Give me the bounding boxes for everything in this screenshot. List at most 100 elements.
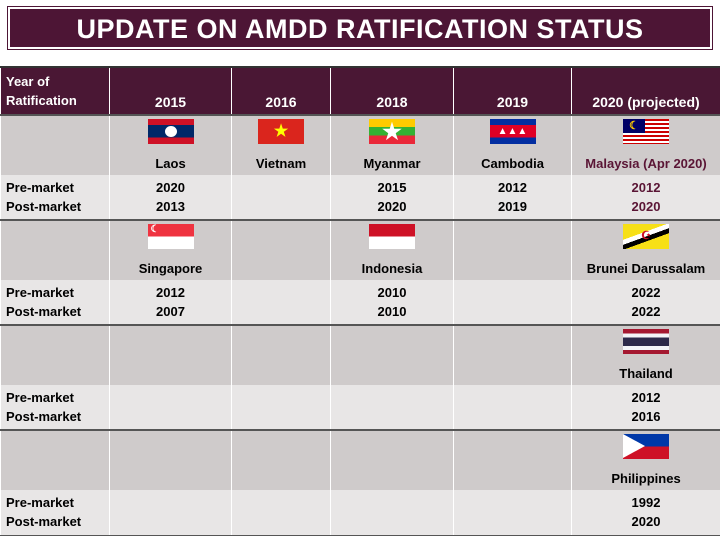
empty-cell [231,490,331,536]
singapore-flag-icon [147,224,194,249]
header-year-col: 2019 [453,66,572,116]
country-row: Philippines [0,429,720,490]
vietnam-flag-icon: ★ [258,119,304,144]
post-market-label: Post-market [6,409,82,424]
country-name: Philippines [611,471,681,486]
empty-cell [453,385,572,431]
market-labels: Pre-market Post-market [0,385,110,431]
post-market-year: 2007 [156,304,185,319]
header-year-col: 2015 [109,66,232,116]
empty-cell [0,114,110,175]
empty-cell [109,385,232,431]
dates-cell: 1992 2020 [571,490,720,536]
empty-cell [453,219,572,280]
empty-cell [231,429,331,490]
dates-row: Pre-market Post-market 2020 2013 2015 2020 201… [0,175,720,221]
pre-market-year: 1992 [631,495,661,511]
header-year-col: 2020 (projected) [571,66,720,116]
dates-row: Pre-market Post-market 2012 2007 2010 2010 202… [0,280,720,326]
empty-cell [453,280,572,326]
post-market-label: Post-market [6,199,82,214]
cambodia-flag-icon: ▲▲▲ [489,119,536,144]
country-name: Malaysia (Apr 2020) [585,156,707,171]
market-labels: Pre-market Post-market [0,490,110,536]
empty-cell [109,429,232,490]
empty-cell [330,490,454,536]
post-market-year: 2020 [631,514,661,530]
page-title: UPDATE ON AMDD RATIFICATION STATUS [7,6,713,50]
empty-cell [453,490,572,536]
dates-cell: 2020 2013 [109,175,232,221]
country-cell: ☪ Brunei Darussalam [571,219,720,280]
country-row: Singapore Indonesia ☪ Brunei Darussalam [0,219,720,280]
country-name: Laos [155,156,186,171]
country-cell: ★ Myanmar [330,114,454,175]
empty-cell [0,324,110,385]
empty-cell [231,280,331,326]
country-cell: Thailand [571,324,720,385]
empty-cell [0,219,110,280]
empty-cell [109,324,232,385]
country-name: Thailand [619,366,673,381]
pre-market-year: 2012 [631,390,661,405]
country-name: Cambodia [481,156,544,171]
pre-market-label: Pre-market [6,180,74,195]
dates-cell: 2012 2016 [571,385,720,431]
indonesia-flag-icon [369,224,415,249]
ratification-table: Year of Ratification 2015 2016 2018 2019 2020… [0,66,720,536]
header-year-of-ratification: Year of Ratification [0,66,110,116]
brunei-flag-icon: ☪ [623,224,669,249]
post-market-year: 2020 [631,199,661,214]
dates-cell: 2015 2020 [330,175,454,221]
malaysia-flag-icon [623,119,669,144]
empty-cell [330,385,454,431]
country-cell: Singapore [109,219,232,280]
empty-cell [0,429,110,490]
dates-cell: 2022 2022 [571,280,720,326]
pre-market-label: Pre-market [6,285,74,300]
header-year-col: 2016 [231,66,331,116]
myanmar-flag-icon: ★ [369,119,415,144]
post-market-year: 2016 [631,409,661,424]
dates-row: Pre-market Post-market 1992 2020 [0,490,720,536]
country-name: Singapore [138,261,203,276]
empty-cell [330,429,454,490]
pre-market-year: 2010 [377,285,407,300]
dates-row: Pre-market Post-market 2012 2016 [0,385,720,431]
empty-cell [231,385,331,431]
post-market-year: 2022 [631,304,661,319]
pre-market-year: 2012 [631,180,661,195]
post-market-label: Post-market [6,514,82,530]
dates-cell: 2010 2010 [330,280,454,326]
empty-cell [231,175,331,221]
pre-market-year: 2012 [498,180,527,195]
thailand-flag-icon [623,329,669,354]
country-cell: Laos [109,114,232,175]
dates-cell: 2012 2020 [571,175,720,221]
country-cell: Malaysia (Apr 2020) [571,114,720,175]
country-name: Brunei Darussalam [586,261,706,276]
dates-cell: 2012 2019 [453,175,572,221]
country-name: Indonesia [361,261,423,276]
pre-market-label: Pre-market [6,495,74,511]
pre-market-year: 2015 [377,180,407,195]
country-row: Thailand [0,324,720,385]
country-cell: Philippines [571,429,720,490]
pre-market-year: 2022 [631,285,661,300]
empty-cell [231,324,331,385]
empty-cell [453,429,572,490]
country-name: Myanmar [363,156,421,171]
country-cell: ▲▲▲ Cambodia [453,114,572,175]
post-market-year: 2020 [377,199,407,214]
empty-cell [231,219,331,280]
pre-market-year: 2020 [156,180,185,195]
market-labels: Pre-market Post-market [0,175,110,221]
empty-cell [330,324,454,385]
post-market-year: 2019 [498,199,527,214]
post-market-year: 2013 [156,199,185,214]
country-row: Laos ★ Vietnam ★ Myanmar ▲▲▲ Cambodia Malaysia … [0,114,720,175]
philippines-flag-icon [623,434,669,459]
pre-market-year: 2012 [156,285,185,300]
post-market-year: 2010 [377,304,407,319]
empty-cell [109,490,232,536]
